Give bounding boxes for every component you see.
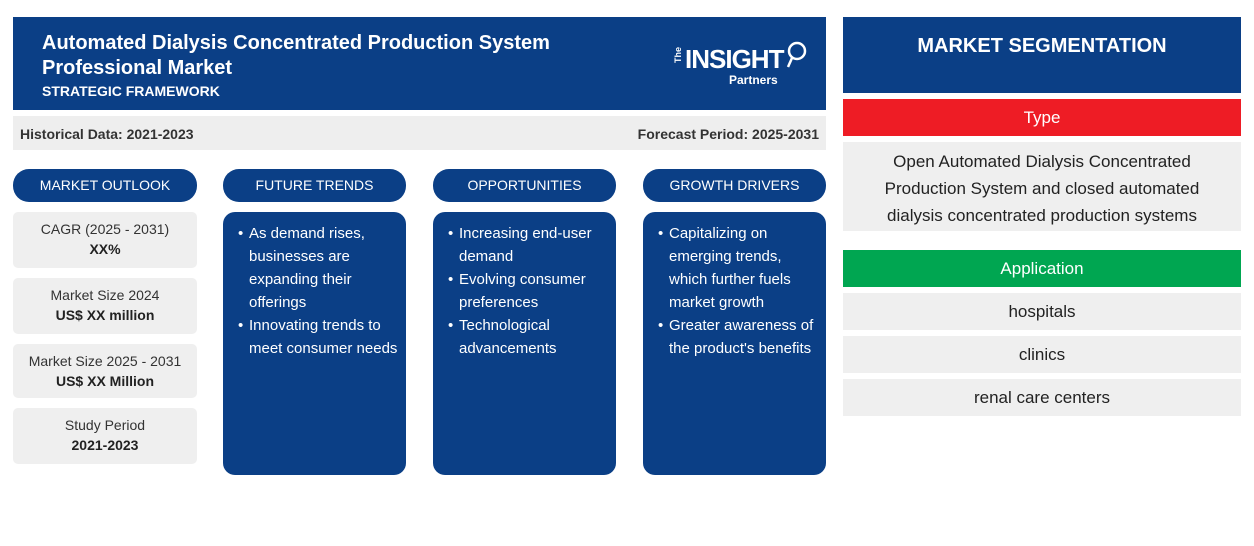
stat-value: US$ XX million: [55, 307, 155, 323]
growth-drivers-card: Capitalizing on emerging trends, which f…: [643, 212, 826, 475]
opportunities-card: Increasing end-user demand Evolving cons…: [433, 212, 616, 475]
report-title: Automated Dialysis Concentrated Producti…: [42, 32, 550, 79]
historical-data-label: Historical Data: 2021-2023: [20, 126, 194, 142]
list-item: Evolving consumer preferences: [448, 268, 608, 314]
future-trends-card: As demand rises, businesses are expandin…: [223, 212, 406, 475]
segment-application-item: clinics: [843, 336, 1241, 373]
segment-type-label: Type: [843, 99, 1241, 136]
stat-label: Market Size 2025 - 2031: [28, 353, 182, 369]
list-item: Capitalizing on emerging trends, which f…: [658, 222, 818, 314]
stat-study-period: Study Period 2021-2023: [13, 408, 197, 464]
list-item: As demand rises, businesses are expandin…: [238, 222, 398, 314]
report-subtitle: STRATEGIC FRAMEWORK: [42, 83, 220, 99]
header-banner: Automated Dialysis Concentrated Producti…: [13, 17, 826, 110]
segment-application-item: hospitals: [843, 293, 1241, 330]
stat-value: US$ XX Million: [55, 373, 154, 389]
opportunities-heading: OPPORTUNITIES: [433, 169, 616, 202]
logo-bulb-icon: [786, 41, 807, 68]
logo-partners: Partners: [729, 73, 778, 87]
list-item: Increasing end-user demand: [448, 222, 608, 268]
logo-the: The: [673, 47, 683, 64]
future-trends-heading: FUTURE TRENDS: [223, 169, 406, 202]
segment-application-item: renal care centers: [843, 379, 1241, 416]
segment-type-item: Open Automated Dialysis Concentrated Pro…: [843, 142, 1241, 231]
segment-application-label: Application: [843, 250, 1241, 287]
insight-partners-logo: The INSIGHT Partners: [673, 41, 813, 91]
stat-value: XX%: [89, 241, 121, 257]
list-item: Technological advancements: [448, 314, 608, 360]
stat-market-size-forecast: Market Size 2025 - 2031 US$ XX Million: [13, 344, 197, 398]
stat-label: CAGR (2025 - 2031): [40, 221, 170, 237]
stat-label: Market Size 2024: [50, 287, 160, 303]
stat-value: 2021-2023: [71, 437, 139, 453]
list-item: Innovating trends to meet consumer needs: [238, 314, 398, 360]
stat-label: Study Period: [64, 417, 146, 433]
market-outlook-heading: MARKET OUTLOOK: [13, 169, 197, 202]
growth-drivers-heading: GROWTH DRIVERS: [643, 169, 826, 202]
forecast-period-label: Forecast Period: 2025-2031: [637, 126, 819, 142]
logo-insight: INSIGHT: [685, 44, 784, 74]
stat-market-size-2024: Market Size 2024 US$ XX million: [13, 278, 197, 334]
period-bar: Historical Data: 2021-2023 Forecast Peri…: [13, 116, 826, 150]
stat-cagr: CAGR (2025 - 2031) XX%: [13, 212, 197, 268]
list-item: Greater awareness of the product's benef…: [658, 314, 818, 360]
market-segmentation-heading: MARKET SEGMENTATION: [843, 17, 1241, 93]
